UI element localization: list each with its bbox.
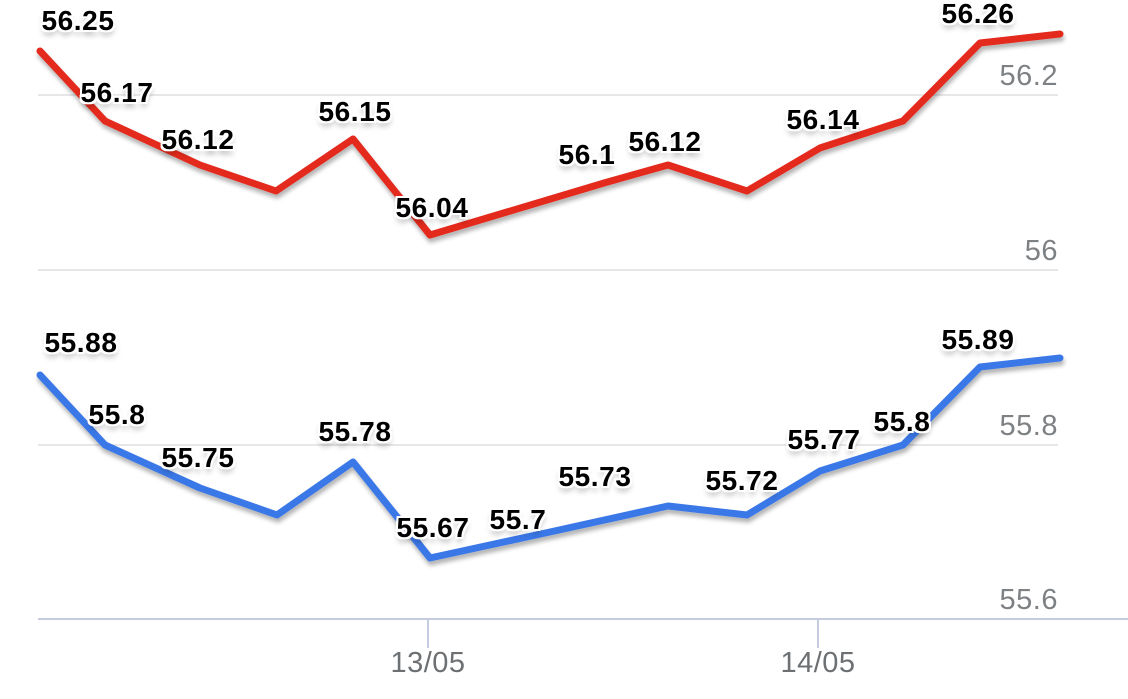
data-label-bid-price-line-55.75: 55.75 xyxy=(161,442,235,473)
data-label-offer-price-line-56.25: 56.25 xyxy=(41,5,115,36)
bid-price-line xyxy=(36,354,1064,562)
data-label-bid-price-line-55.7: 55.7 xyxy=(489,504,547,535)
y-axis-label-55.6: 55.6 xyxy=(999,584,1058,616)
data-label-offer-price-line-56.12: 56.12 xyxy=(161,124,235,155)
data-label-bid-price-line-55.73: 55.73 xyxy=(558,461,632,492)
data-label-offer-price-line-56.04: 56.04 xyxy=(395,192,469,223)
data-label-offer-price-line-56.17: 56.17 xyxy=(80,77,154,108)
data-label-bid-price-line-55.72: 55.72 xyxy=(705,465,779,496)
y-axis-label-56.2: 56.2 xyxy=(999,60,1058,92)
data-label-bid-price-line-55.8: 55.8 xyxy=(873,406,931,437)
data-label-bid-price-line-55.78: 55.78 xyxy=(318,416,392,447)
data-label-offer-price-line-56.14: 56.14 xyxy=(786,104,860,135)
data-label-offer-price-line-56.15: 56.15 xyxy=(318,96,392,127)
data-label-bid-price-line-55.88: 55.88 xyxy=(44,327,118,358)
x-axis-label-14/05: 14/05 xyxy=(780,647,856,679)
data-label-offer-price-line-56.26: 56.26 xyxy=(941,0,1015,29)
data-label-bid-price-line-55.67: 55.67 xyxy=(396,512,470,543)
offer-price-line xyxy=(36,30,1064,239)
y-axis-label-56: 56 xyxy=(1024,235,1058,267)
x-axis-label-13/05: 13/05 xyxy=(390,647,466,679)
data-label-offer-price-line-56.12: 56.12 xyxy=(628,126,702,157)
data-label-bid-price-line-55.77: 55.77 xyxy=(787,424,861,455)
data-label-bid-price-line-55.8: 55.8 xyxy=(88,399,146,430)
data-label-offer-price-line-56.1: 56.1 xyxy=(558,139,616,170)
data-label-bid-price-line-55.89: 55.89 xyxy=(941,324,1015,355)
y-axis-label-55.8: 55.8 xyxy=(999,410,1058,442)
